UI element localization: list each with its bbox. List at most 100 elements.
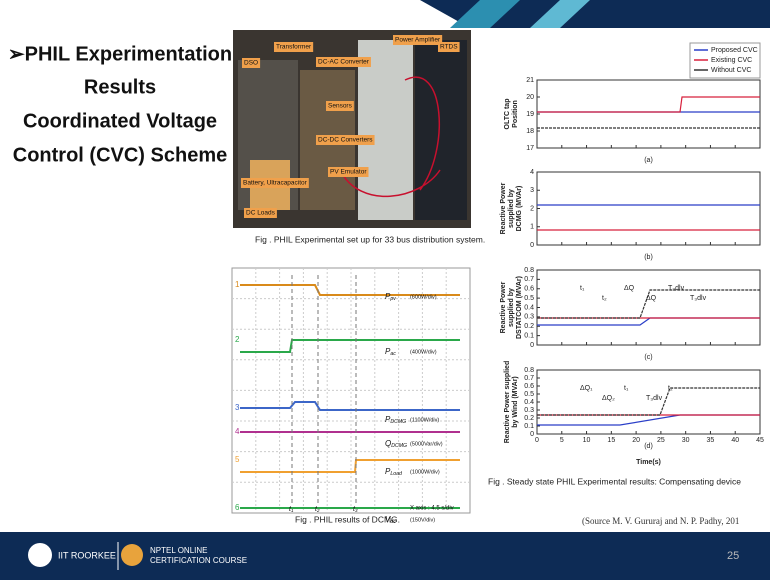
y-axis-label: by Wind (MVAr) (512, 376, 519, 428)
y-tick-label: 0.1 (524, 332, 534, 339)
photo-label: Transformer (276, 44, 312, 51)
y-tick-label: 0.2 (524, 415, 534, 422)
plot-frame (537, 270, 760, 345)
x-axis-note: X axis : 4.5 s/div (410, 506, 454, 512)
y-tick-label: 0.5 (524, 295, 534, 302)
y-tick-label: 2 (530, 205, 534, 212)
y-tick-label: 0.3 (524, 407, 534, 414)
legend-label: Existing CVC (711, 57, 752, 64)
photo-label: DC-AC Converter (318, 59, 370, 66)
legend-label: Proposed CVC (711, 47, 758, 54)
y-tick-label: 0 (530, 431, 534, 438)
results-caption: Fig . Steady state PHIL Experimental res… (488, 476, 741, 486)
trace-scale: (5000Var/div) (410, 441, 443, 447)
photo-label: PV Emulator (330, 169, 367, 176)
x-tick-label: 30 (682, 437, 690, 444)
y-axis-label: Reactive Power (500, 182, 507, 234)
subscript: Load (390, 471, 403, 477)
y-axis-label: DCMG (MVAr) (516, 186, 523, 232)
annotation: ΔQ₁ (580, 385, 593, 392)
annotation: t₂ (668, 385, 673, 392)
photo-caption: Fig . PHIL Experimental set up for 33 bu… (255, 234, 485, 244)
y-tick-label: 0.3 (524, 314, 534, 321)
plot-tag: (b) (644, 254, 653, 261)
channel-number: 6 (235, 503, 240, 512)
y-tick-label: 0.8 (524, 367, 534, 374)
y-tick-label: 17 (526, 145, 534, 152)
subscript: pv (389, 296, 396, 302)
y-tick-label: 4 (530, 169, 534, 176)
y-tick-label: 0.5 (524, 391, 534, 398)
annotation: ΔQ (624, 285, 635, 292)
annotation: T₃dlv (690, 295, 707, 302)
y-tick-label: 19 (526, 111, 534, 118)
y-tick-label: 3 (530, 187, 534, 194)
y-axis-label: DSTATCOM (MVAr) (516, 276, 523, 339)
y-tick-label: 0.2 (524, 323, 534, 330)
plot-tag: (d) (644, 443, 653, 450)
y-axis-label: supplied by (508, 288, 515, 327)
y-tick-label: 18 (526, 128, 534, 135)
y-tick-label: 0 (530, 342, 534, 349)
title-line: Coordinated Voltage (23, 110, 217, 132)
x-tick-label: 40 (731, 437, 739, 444)
y-tick-label: 0 (530, 242, 534, 249)
channel-number: 3 (235, 403, 240, 412)
subscript: 2 (316, 508, 320, 513)
legend-label: Without CVC (711, 67, 751, 74)
annotation: t₂ (602, 295, 607, 302)
scope-caption: Fig . PHIL results of DCMG. (295, 514, 400, 524)
x-tick-label: 5 (560, 437, 564, 444)
iitr-logo (28, 543, 52, 567)
x-tick-label: 10 (583, 437, 591, 444)
x-tick-label: 25 (657, 437, 665, 444)
trace-scale: (1100W/div) (410, 417, 439, 423)
course: CERTIFICATION COURSE (150, 556, 247, 565)
y-axis-label: OLTC tap (504, 99, 511, 130)
institute: IIT ROORKEE (58, 550, 116, 560)
y-axis-label: Reactive Power supplied (504, 361, 511, 443)
y-tick-label: 1 (530, 224, 534, 231)
slide: ➢PHIL Experimentation Results Coordinate… (0, 0, 770, 580)
subscript: ac (390, 351, 396, 357)
photo-label: DC Loads (246, 210, 276, 217)
page-number: 25 (727, 550, 739, 562)
plot-frame (537, 172, 760, 245)
trace-scale: (400W/div) (410, 349, 437, 355)
x-tick-label: 15 (607, 437, 615, 444)
y-tick-label: 0.1 (524, 423, 534, 430)
y-axis-label: Reactive Power (500, 281, 507, 333)
title-line: Results (84, 76, 156, 98)
y-tick-label: 21 (526, 77, 534, 84)
annotation: t₁ (580, 285, 585, 292)
trace-scale: (1000W/div) (410, 469, 440, 475)
subscript: DCMG (390, 419, 406, 425)
x-tick-label: 20 (632, 437, 640, 444)
x-tick-label: 0 (535, 437, 539, 444)
annotation: T₃dlv (646, 395, 663, 402)
plot-tag: (c) (644, 354, 652, 361)
trace-scale: (600W/div) (410, 294, 437, 300)
photo-label: RTDS (440, 44, 458, 51)
annotation: T₃dlv (668, 285, 685, 292)
annotation: ΔQ (646, 295, 657, 302)
x-axis-label: Time(s) (636, 459, 661, 466)
channel-number: 4 (235, 427, 240, 436)
subscript: DCMG (391, 443, 407, 449)
nptel-logo (121, 544, 143, 566)
y-tick-label: 0.4 (524, 399, 534, 406)
y-tick-label: 0.6 (524, 383, 534, 390)
channel-number: 1 (235, 280, 240, 289)
annotation: ΔQ₂ (602, 395, 615, 402)
photo-label: Battery, Ultracapacitor (243, 180, 308, 187)
y-tick-label: 0.6 (524, 286, 534, 293)
y-tick-label: 0.7 (524, 375, 534, 382)
y-tick-label: 0.4 (524, 304, 534, 311)
y-tick-label: 0.8 (524, 267, 534, 274)
photo-label: Sensors (328, 103, 353, 110)
y-tick-label: 0.7 (524, 276, 534, 283)
trace-scale: (150V/div) (410, 517, 435, 523)
plot-tag: (a) (644, 157, 653, 164)
channel-number: 5 (235, 455, 240, 464)
